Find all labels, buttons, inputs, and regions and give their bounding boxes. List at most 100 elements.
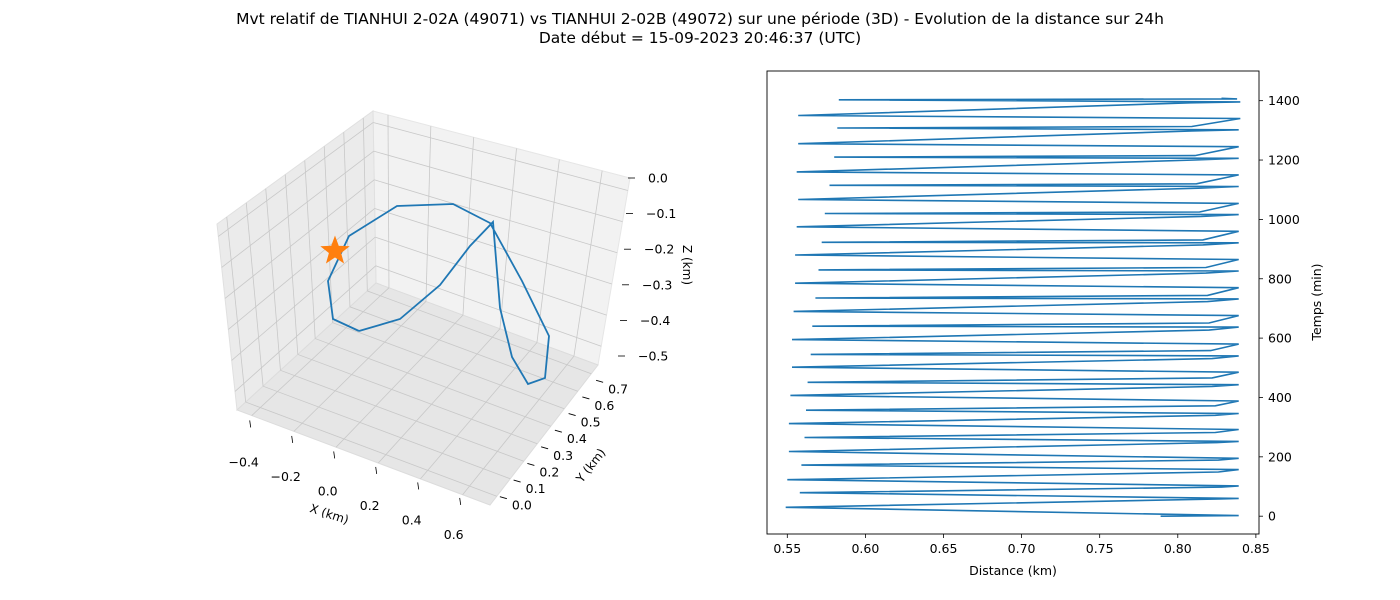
grid-line-z <box>234 265 376 392</box>
x-tick-mark <box>333 451 336 459</box>
grid-line-x <box>462 355 575 495</box>
grid-line-x <box>293 301 427 432</box>
z-tick-label: −0.2 <box>644 242 674 257</box>
start-marker-star <box>320 235 350 264</box>
grid-line-y <box>362 118 368 291</box>
x-tick-label: 0.75 <box>1086 541 1114 556</box>
grid-line-z <box>373 122 628 191</box>
z-tick-label: −0.5 <box>638 349 668 364</box>
y-tick-mark <box>596 379 604 383</box>
grid-line-y <box>297 354 538 445</box>
x-tick-label: 0.4 <box>402 512 422 527</box>
y-tick-label: 800 <box>1268 271 1292 286</box>
grid-line-x <box>425 126 432 302</box>
z-tick-label: −0.1 <box>646 206 676 221</box>
z-tick-label: −0.4 <box>640 313 670 328</box>
x-tick-label: 0.0 <box>318 483 338 498</box>
axes-3d: −0.4−0.20.00.20.40.60.00.10.20.30.40.50.… <box>229 171 677 542</box>
y-tick-mark <box>527 463 535 466</box>
grid-line-y <box>367 290 592 375</box>
grid-line-z <box>375 236 607 316</box>
x-tick-mark <box>375 466 378 474</box>
grid-3d <box>218 114 628 497</box>
grid-line-x <box>377 328 501 464</box>
y-tick-label: 0 <box>1268 509 1276 524</box>
x-tick-mark <box>291 435 294 443</box>
grid-line-y <box>265 188 281 371</box>
y-tick-label: 0.4 <box>567 431 587 446</box>
grid-line-z <box>228 208 375 330</box>
grid-line-y <box>349 306 578 392</box>
y-tick-label: 0.6 <box>594 398 614 413</box>
x-tick-label: 0.85 <box>1242 541 1270 556</box>
trajectory-line <box>327 203 550 386</box>
y-tick-mark <box>568 413 576 416</box>
grid-line-z <box>374 179 618 254</box>
y-tick-label: 0.5 <box>581 415 601 430</box>
y-tick-label: 200 <box>1268 449 1292 464</box>
grid-line-z <box>375 265 602 347</box>
y-tick-label: 400 <box>1268 390 1292 405</box>
x-tick-label: 0.65 <box>930 541 958 556</box>
z-axis-label: Z (km) <box>680 245 694 285</box>
y-tick-label: 0.0 <box>512 498 532 513</box>
x-tick-label: 0.2 <box>360 498 380 513</box>
grid-line-x <box>536 159 560 343</box>
x-tick-label: −0.4 <box>229 454 259 469</box>
axes-2d: 0.55 0.60 0.65 0.70 0.75 0.80 0.85 0 200 400 600 80… <box>773 93 1299 556</box>
x-tick-label: −0.2 <box>271 469 301 484</box>
x-tick-label: 0.60 <box>851 541 879 556</box>
z-tick-label: −0.3 <box>642 277 672 292</box>
y-tick-mark <box>513 479 521 483</box>
grid-line-x <box>251 287 390 416</box>
grid-line-x <box>462 137 475 316</box>
grid-line-y <box>323 146 333 323</box>
grid-line-z <box>224 179 375 299</box>
grid-line-x <box>387 114 390 288</box>
grid-line-y <box>315 338 551 427</box>
grid-line-y <box>343 132 351 307</box>
x-axis-label-distance: Distance (km) <box>969 563 1057 578</box>
y-tick-label: 1400 <box>1268 93 1300 108</box>
grid-line-y <box>262 385 511 480</box>
grid-line-y <box>284 174 299 355</box>
x-tick-label: 0.6 <box>444 527 464 542</box>
x-tick-mark <box>417 482 420 490</box>
grid-line-y <box>245 202 264 387</box>
y-tick-label: 0.7 <box>608 381 628 396</box>
grid-line-y <box>280 369 524 462</box>
figure-title-line2: Date début = 15-09-2023 20:46:37 (UTC) <box>538 29 862 47</box>
y-tick-mark <box>582 396 590 400</box>
y-tick-label: 0.3 <box>553 448 573 463</box>
x-tick-mark <box>459 497 462 505</box>
grid-line-z <box>218 122 374 237</box>
x-tick-label: 0.55 <box>773 541 801 556</box>
y-tick-mark <box>499 496 507 500</box>
x-tick-mark <box>249 420 252 428</box>
grid-line-y <box>226 216 247 403</box>
grid-line-y <box>304 160 316 339</box>
grid-line-z <box>374 208 612 285</box>
grid-line-z <box>373 150 623 223</box>
y-tick-label: 0.1 <box>526 481 546 496</box>
y-tick-label: 600 <box>1268 331 1292 346</box>
grid-line-x <box>573 170 603 357</box>
z-tick-label: 0.0 <box>648 171 668 186</box>
grid-line-z <box>221 150 374 268</box>
grid-line-x <box>335 314 464 448</box>
grid-line-y <box>332 322 565 410</box>
distance-series-line <box>785 97 1241 517</box>
grid-line-z <box>231 236 376 361</box>
y-tick-label: 1200 <box>1268 153 1300 168</box>
y-tick-mark <box>541 446 549 450</box>
y-tick-label: 0.2 <box>539 464 559 479</box>
x-tick-label: 0.70 <box>1008 541 1036 556</box>
y-axis-label-time: Temps (min) <box>1309 263 1324 341</box>
grid-line-y <box>245 401 497 497</box>
y-tick-label: 1000 <box>1268 212 1300 227</box>
grid-line-x <box>499 148 517 329</box>
y-tick-mark <box>554 429 562 433</box>
x-tick-label: 0.80 <box>1164 541 1192 556</box>
